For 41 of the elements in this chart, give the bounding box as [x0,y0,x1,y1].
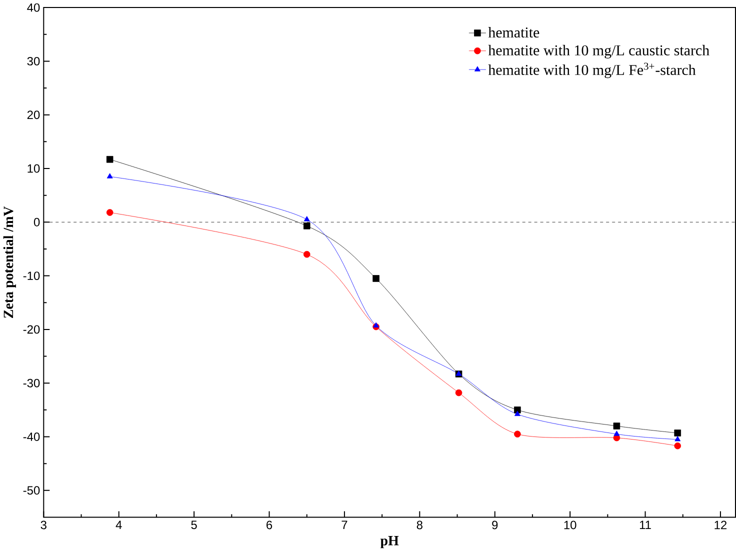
x-tick-label: 8 [416,520,422,530]
point [613,422,620,430]
x-tick-label: 10 [564,520,576,530]
x-tick-label: 5 [191,521,197,530]
x-tick-label: 4 [116,521,122,530]
legend-label: hematite [488,27,540,38]
point [106,156,114,164]
point [455,390,462,396]
y-tick-label: -10 [23,272,40,280]
x-axis-title: pH [380,536,399,548]
point [514,411,520,416]
legend-label: hematite with 10 mg/L caustic starch [488,45,710,59]
point [303,251,310,258]
y-tick-label: 30 [27,57,40,66]
point [614,430,620,436]
point [303,222,310,230]
point [514,430,521,438]
y-tick-label: -40 [23,432,40,442]
legend-label: hematite with 10 mg/L Fe$^{3+}$-starch [488,63,696,78]
point [372,275,380,282]
point [304,216,310,222]
x-tick-label: 7 [342,521,348,530]
point [373,322,380,328]
x-tick-label: 9 [492,520,498,530]
y-tick-label: 20 [27,110,40,120]
point [106,209,114,216]
y-tick-label: 10 [28,164,40,173]
point [674,442,681,450]
point [674,436,681,442]
y-tick-label: 0 [34,218,40,227]
y-axis-title: Zeta potential /mV [3,206,16,318]
y-tick-label: 40 [27,4,40,12]
x-tick-label: 12 [714,520,727,530]
x-tick-label: 3 [40,520,46,530]
y-tick-label: -20 [23,325,40,334]
y-tick-label: -50 [23,486,40,495]
x-tick-label: 11 [640,521,651,530]
y-tick-label: -30 [23,379,40,388]
point [674,430,681,437]
point [106,173,113,179]
x-tick-label: 6 [266,520,272,530]
